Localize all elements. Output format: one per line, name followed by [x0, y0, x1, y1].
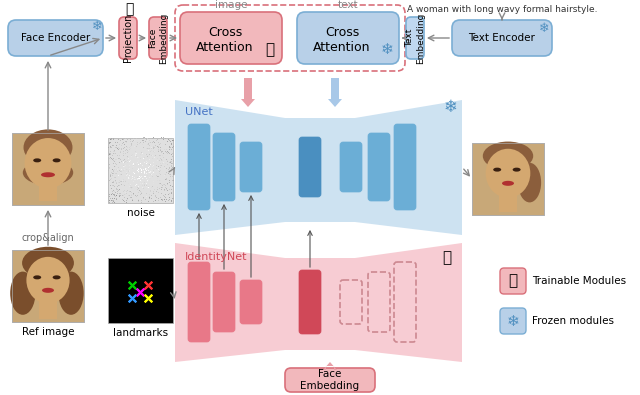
Text: 🔥: 🔥: [508, 273, 518, 288]
Ellipse shape: [502, 181, 514, 186]
FancyBboxPatch shape: [368, 133, 390, 201]
Text: noise: noise: [127, 208, 154, 218]
FancyBboxPatch shape: [213, 133, 235, 201]
Ellipse shape: [493, 167, 501, 172]
Polygon shape: [175, 100, 285, 235]
Text: 🔥: 🔥: [266, 43, 275, 58]
Text: Face
Embedding: Face Embedding: [300, 369, 360, 391]
Text: Text Encoder: Text Encoder: [468, 33, 536, 43]
FancyBboxPatch shape: [299, 270, 321, 334]
Polygon shape: [328, 78, 342, 107]
FancyBboxPatch shape: [188, 124, 210, 210]
Ellipse shape: [10, 272, 35, 315]
Bar: [108, 138, 173, 203]
Text: image: image: [215, 0, 247, 10]
Bar: [285, 118, 355, 222]
Text: Text
Embedding: Text Embedding: [405, 12, 425, 64]
Text: Cross
Attention: Cross Attention: [313, 26, 371, 54]
Text: 🔥: 🔥: [442, 250, 452, 265]
Bar: [12, 250, 84, 322]
Text: Projection: Projection: [123, 14, 133, 62]
Text: ❄: ❄: [92, 21, 102, 34]
Ellipse shape: [513, 167, 521, 172]
FancyBboxPatch shape: [394, 124, 416, 210]
Text: Cross
Attention: Cross Attention: [196, 26, 253, 54]
Bar: [472, 143, 544, 215]
Ellipse shape: [486, 149, 531, 198]
FancyBboxPatch shape: [500, 308, 526, 334]
Text: A woman with long wavy formal hairstyle.: A woman with long wavy formal hairstyle.: [407, 6, 597, 15]
FancyBboxPatch shape: [340, 142, 362, 192]
Bar: [108, 258, 173, 323]
Ellipse shape: [33, 158, 41, 162]
Ellipse shape: [23, 160, 73, 185]
Text: ❄: ❄: [507, 314, 520, 329]
Ellipse shape: [24, 138, 72, 188]
FancyBboxPatch shape: [297, 12, 399, 64]
Text: landmarks: landmarks: [113, 328, 168, 338]
Polygon shape: [355, 100, 462, 235]
Text: 🔥: 🔥: [125, 2, 133, 16]
FancyBboxPatch shape: [119, 17, 137, 59]
FancyBboxPatch shape: [240, 142, 262, 192]
Text: ❄: ❄: [539, 21, 549, 34]
FancyBboxPatch shape: [500, 268, 526, 294]
Polygon shape: [323, 362, 337, 370]
Text: Trainable Modules: Trainable Modules: [532, 276, 626, 286]
Ellipse shape: [42, 288, 54, 293]
FancyBboxPatch shape: [149, 17, 167, 59]
FancyBboxPatch shape: [406, 17, 424, 59]
Bar: [472, 143, 544, 215]
Text: UNet: UNet: [185, 107, 212, 117]
Polygon shape: [175, 243, 285, 362]
Ellipse shape: [26, 257, 70, 304]
FancyBboxPatch shape: [285, 368, 375, 392]
Bar: [12, 133, 84, 205]
Polygon shape: [241, 78, 255, 107]
Ellipse shape: [22, 247, 74, 279]
Polygon shape: [355, 243, 462, 362]
FancyBboxPatch shape: [180, 12, 282, 64]
Text: Frozen modules: Frozen modules: [532, 316, 614, 326]
Text: text: text: [338, 0, 358, 10]
Text: ❄: ❄: [381, 43, 394, 58]
FancyBboxPatch shape: [8, 20, 103, 56]
Bar: [12, 250, 84, 322]
Ellipse shape: [24, 130, 72, 166]
Text: IdentityNet: IdentityNet: [185, 252, 248, 262]
Text: Ref image: Ref image: [22, 327, 74, 337]
Ellipse shape: [483, 141, 533, 170]
Bar: [40, 299, 57, 319]
Ellipse shape: [52, 158, 61, 162]
Ellipse shape: [41, 172, 55, 177]
FancyBboxPatch shape: [240, 280, 262, 324]
FancyBboxPatch shape: [452, 20, 552, 56]
Ellipse shape: [58, 272, 84, 315]
Text: ❄: ❄: [443, 98, 457, 116]
Text: Face Encoder: Face Encoder: [21, 33, 90, 43]
Text: crop&align: crop&align: [22, 233, 74, 243]
Text: Face
Embedding: Face Embedding: [148, 12, 168, 64]
Bar: [285, 258, 355, 350]
FancyBboxPatch shape: [299, 137, 321, 197]
Ellipse shape: [518, 163, 541, 202]
Bar: [12, 133, 84, 205]
Bar: [40, 183, 57, 201]
FancyBboxPatch shape: [188, 262, 210, 342]
Ellipse shape: [33, 275, 41, 279]
Ellipse shape: [52, 275, 61, 279]
Bar: [499, 192, 516, 212]
FancyBboxPatch shape: [213, 272, 235, 332]
